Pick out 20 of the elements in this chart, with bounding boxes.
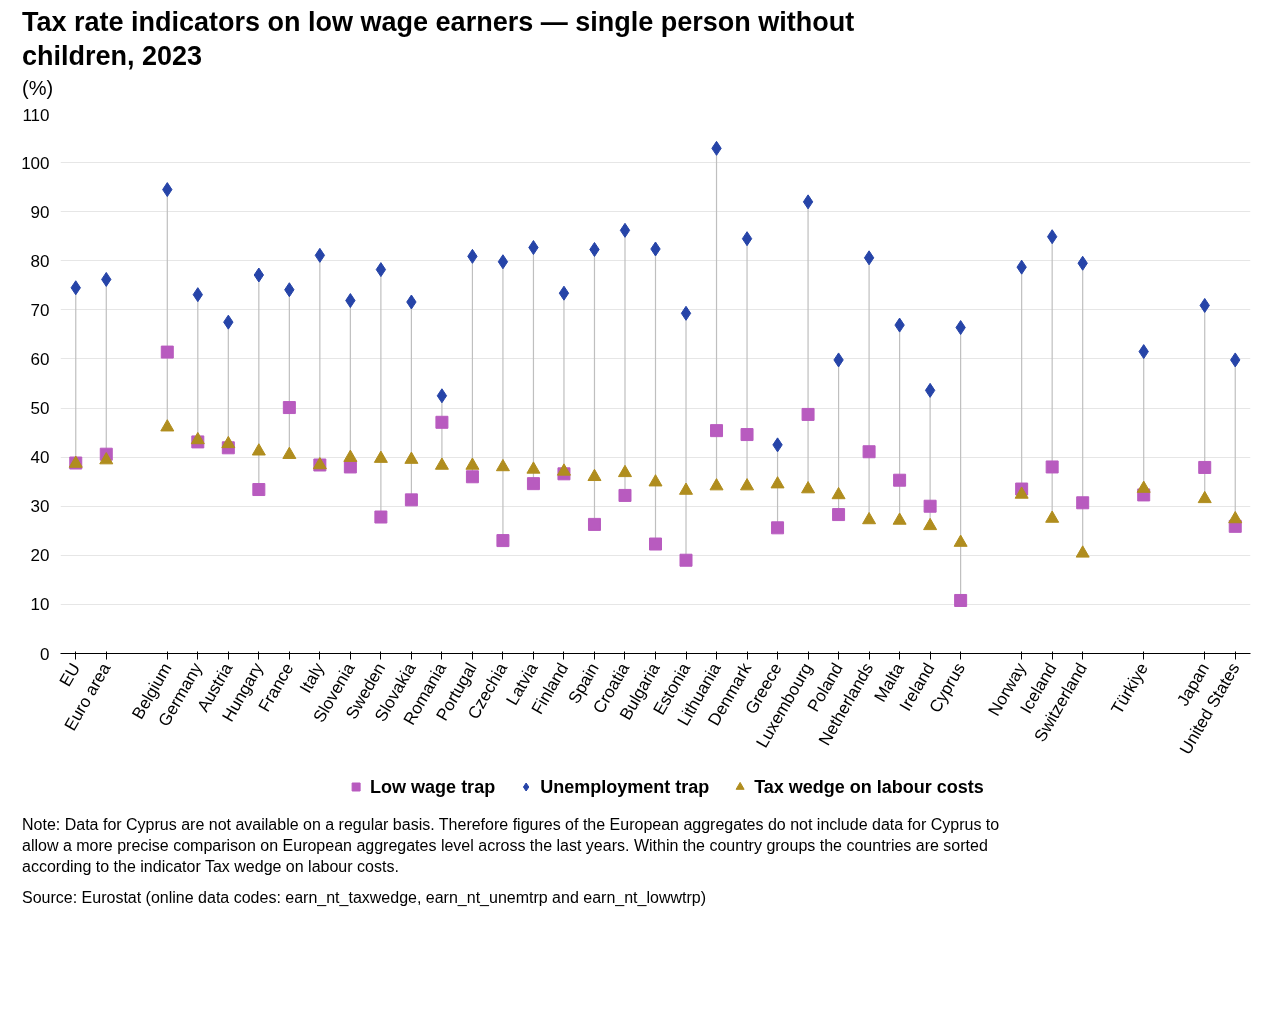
y-tick-label: 90 xyxy=(30,202,50,222)
y-tick-label: 80 xyxy=(30,251,50,271)
y-tick-label: 60 xyxy=(30,349,50,369)
y-axis-title: (%) xyxy=(22,76,54,101)
y-tick-label: 30 xyxy=(30,496,50,516)
text: Note: Data for Cyprus are not available on a regular basis. Therefore figures of the European aggregates do not include data for Cyprus to allow a more precise comparison on European aggregates level across the last years. Within the country groups the countries are sorted according to the indicator Tax wedge on labour costs. xyxy=(22,814,1001,877)
y-tick-label: 70 xyxy=(30,300,50,320)
legend-label: Unemployment trap xyxy=(540,776,710,798)
chart-title: Tax rate indicators on low wage earners — single person without children, 2023 xyxy=(22,7,855,71)
y-tick-label: 20 xyxy=(30,545,50,565)
y-tick-label: 50 xyxy=(30,398,50,418)
y-tick-label: 10 xyxy=(30,594,50,614)
y-tick-label: 110 xyxy=(22,105,50,125)
source-note: Source: Eurostat (online data codes: earn_nt_taxwedge, earn_nt_unemtrp and earn_nt_lowwtrp) xyxy=(22,887,706,908)
y-tick-label: 40 xyxy=(30,447,50,467)
legend-label: Tax wedge on labour costs xyxy=(754,776,984,798)
legend-label: Low wage trap xyxy=(370,776,496,798)
y-tick-label: 100 xyxy=(21,153,50,173)
y-tick-label: 0 xyxy=(40,644,50,664)
x-tick-label: EU xyxy=(55,659,84,690)
